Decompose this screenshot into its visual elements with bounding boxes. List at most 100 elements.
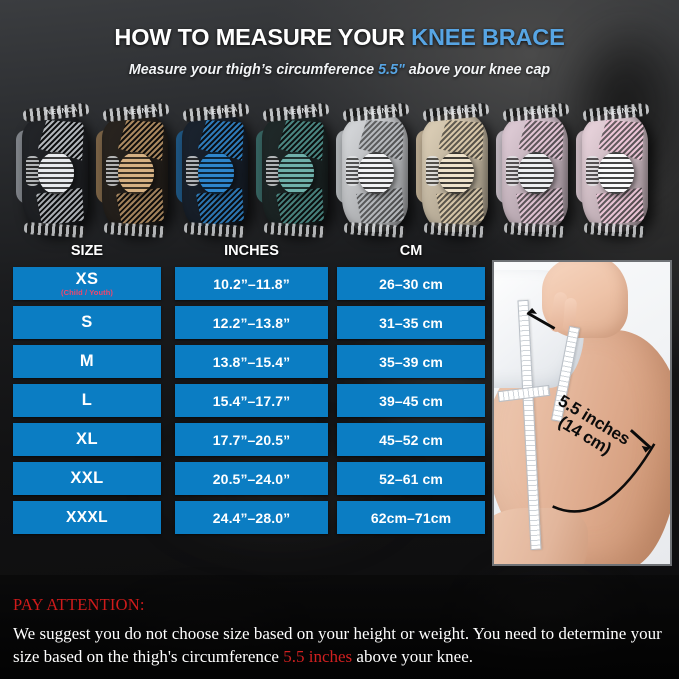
brace-mesh-lower [356,187,404,226]
size-label: M [79,352,95,370]
brace-patella-pad [518,152,554,194]
size-chart-table: SIZE INCHES CM XS (Child / Youth) 10.2”–11… [13,241,485,534]
brace-patella-pad [438,152,474,194]
cm-value: 39–45 cm [379,392,443,409]
cm-value: 45–52 cm [379,431,443,448]
inches-value: 10.2”–11.8” [213,275,290,292]
brace-hinge [106,156,119,186]
brace-hinge [186,156,199,186]
size-label: L [81,391,93,409]
brace-mesh-lower [196,187,244,226]
measurement-photo: 5.5 inches (14 cm) [492,260,672,566]
knee-brace-beige: NEENCA [414,102,498,239]
brace-mesh-lower [516,187,564,226]
subtitle-measurement: 5.5" [378,62,405,78]
brace-patella-pad [598,152,634,194]
cell-inches: 17.7”–20.5” [175,423,328,456]
table-row: M 13.8”–15.4” 35–39 cm [13,345,485,378]
brace-patella-pad [358,152,394,194]
patella-ribbing [438,152,474,194]
brace-patella-pad [198,152,234,194]
brace-patella-pad [118,152,154,194]
page-title-accent: KNEE BRACE [411,24,565,50]
patella-ribbing [278,152,314,194]
cell-cm: 35–39 cm [337,345,485,378]
cell-size: XXXL [13,501,161,534]
inches-value: 15.4”–17.7” [212,392,291,409]
brace-patella-pad [278,152,314,194]
page-title: HOW TO MEASURE YOUR KNEE BRACE [0,24,679,51]
inches-value: 13.8”–15.4” [212,353,291,370]
cell-size: L [13,384,161,417]
column-header-inches: INCHES [224,243,279,259]
cell-size: S [13,306,161,339]
product-image-row: NEENCA NEENCA NEENCA NEENCA NEENCA NEENCA NEEN… [14,96,665,239]
knee-brace-white: NEENCA [334,102,418,239]
footer-note: We suggest you do not choose size based … [13,623,673,669]
patella-ribbing [38,152,74,194]
cm-value: 26–30 cm [379,275,443,292]
column-header-cm: CM [399,243,423,259]
cell-cm: 39–45 cm [337,384,485,417]
footer-note-part2: above your knee. [352,646,474,666]
footer: PAY ATTENTION: We suggest you do not cho… [13,595,673,669]
table-row: L 15.4”–17.7” 39–45 cm [13,384,485,417]
cell-inches: 24.4”–28.0” [175,501,328,534]
patella-ribbing [518,152,554,194]
knee-brace-pink-white: NEENCA [574,102,658,239]
size-label: XXL [70,469,104,487]
cell-inches: 20.5”–24.0” [175,462,328,495]
cell-size: XXL [13,462,161,495]
inches-value: 24.4”–28.0” [212,509,291,526]
cell-cm: 62cm–71cm [337,501,485,534]
column-header-size: SIZE [70,243,104,259]
photo-content: 5.5 inches (14 cm) [494,262,670,564]
footer-note-part1: We suggest you do not choose size based … [13,624,662,666]
brace-hinge [346,156,359,186]
table-row: S 12.2”–13.8” 31–35 cm [13,306,485,339]
cell-cm: 52–61 cm [337,462,485,495]
cm-value: 62cm–71cm [370,509,452,526]
inches-value: 20.5”–24.0” [212,470,291,487]
cm-value: 31–35 cm [379,314,443,331]
size-label: XS [75,270,99,288]
cell-size: M [13,345,161,378]
brace-mesh-lower [436,187,484,226]
header: HOW TO MEASURE YOUR KNEE BRACE Measure y… [0,24,679,78]
brace-patella-pad [38,152,74,194]
background-footer-overlay [0,575,679,679]
size-label: XL [76,430,98,448]
table-body: XS (Child / Youth) 10.2”–11.8” 26–30 cm S 12.… [13,267,485,534]
size-label: XXXL [65,508,109,526]
knee-brace-grey: NEENCA [14,102,98,239]
brace-hinge [266,156,279,186]
patella-ribbing [198,152,234,194]
knee-brace-brown: NEENCA [94,102,178,239]
cell-size: XS (Child / Youth) [13,267,161,300]
table-row: XL 17.7”–20.5” 45–52 cm [13,423,485,456]
knee-brace-blue: NEENCA [174,102,258,239]
cm-value: 35–39 cm [379,353,443,370]
cell-inches: 13.8”–15.4” [175,345,328,378]
cell-cm: 26–30 cm [337,267,485,300]
brace-mesh-lower [276,187,324,226]
inches-value: 12.2”–13.8” [212,314,291,331]
brace-hinge [426,156,439,186]
table-row: XXXL 24.4”–28.0” 62cm–71cm [13,501,485,534]
calf-illustration [494,508,588,564]
table-row: XXL 20.5”–24.0” 52–61 cm [13,462,485,495]
cm-value: 52–61 cm [379,470,443,487]
brace-mesh-lower [116,187,164,226]
patella-ribbing [358,152,394,194]
brace-hinge [26,156,39,186]
table-row: XS (Child / Youth) 10.2”–11.8” 26–30 cm [13,267,485,300]
cell-size: XL [13,423,161,456]
brace-mesh-lower [36,187,84,226]
cell-cm: 45–52 cm [337,423,485,456]
brace-hinge [506,156,519,186]
annotation-arrows [526,307,656,513]
inches-value: 17.7”–20.5” [212,431,291,448]
knee-brace-pink-grey: NEENCA [494,102,578,239]
cell-cm: 31–35 cm [337,306,485,339]
